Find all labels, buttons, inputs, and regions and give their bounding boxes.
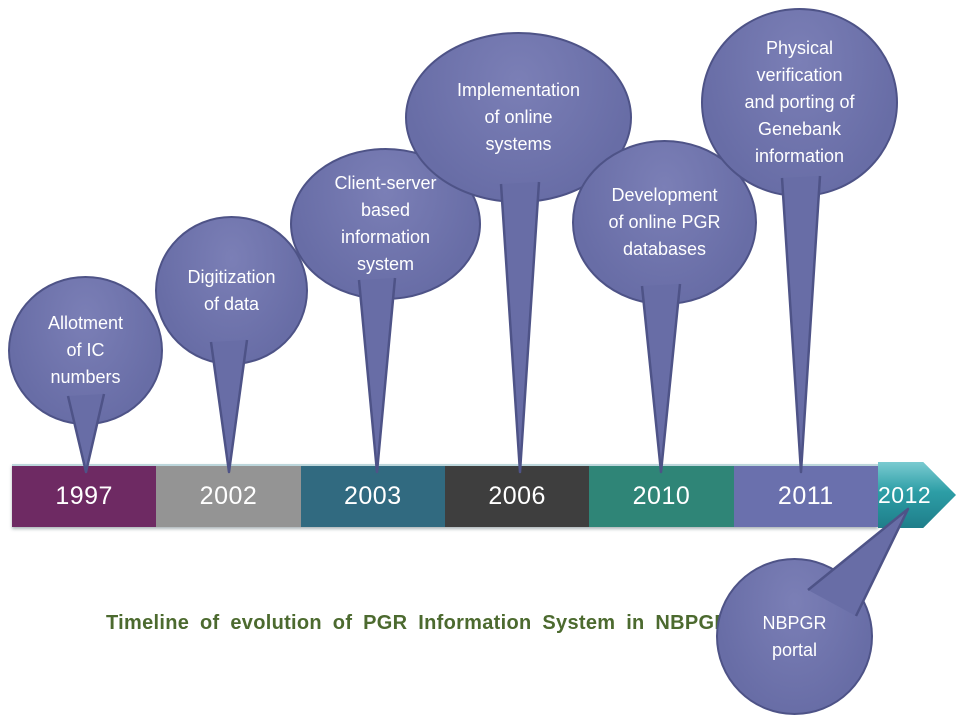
year-label: 2011 (777, 482, 834, 510)
bubble-label: Digitization of data (187, 266, 276, 314)
diagram-caption: Timeline of evolution of PGR Information… (106, 612, 730, 634)
bubble-label: NBPGR portal (762, 612, 827, 660)
bubble-development-pgr-databases: Development of online PGR databases (572, 140, 757, 305)
year-label: 2010 (632, 482, 691, 510)
bubble-allotment-ic-numbers: Allotment of IC numbers (8, 276, 163, 425)
timeline-segment-2002: 2002 (156, 466, 301, 527)
bubble-nbpgr-portal: NBPGR portal (716, 558, 873, 715)
bubble-digitization-of-data: Digitization of data (155, 216, 308, 365)
timeline-bar: 1997 2002 2003 2006 2010 2011 (12, 464, 878, 527)
year-label: 2012 (878, 481, 932, 508)
timeline-segment-2011: 2011 (733, 466, 878, 527)
year-label: 2003 (344, 482, 402, 510)
tail-client-server-system (357, 277, 397, 474)
timeline-segment-2010: 2010 (589, 466, 734, 527)
year-label: 2006 (488, 482, 546, 510)
bubble-label: Physical verification and porting of Gen… (744, 38, 855, 166)
tail-development-pgr-databases (640, 283, 682, 474)
year-label: 2002 (199, 482, 258, 510)
timeline-segment-2006: 2006 (444, 466, 590, 527)
bubble-label: Implementation of online systems (456, 80, 581, 154)
bubble-label: Allotment of IC numbers (47, 313, 124, 387)
timeline-segment-1997: 1997 (12, 466, 157, 527)
bubble-physical-verification: Physical verification and porting of Gen… (701, 8, 898, 197)
tail-physical-verification (780, 175, 822, 474)
tail-implementation-online (499, 181, 541, 474)
bubble-label: Development of online PGR databases (608, 185, 721, 259)
bubble-label: Client-server based information system (334, 173, 437, 274)
year-label: 1997 (55, 482, 113, 510)
timeline-segment-2003: 2003 (300, 466, 445, 527)
timeline-arrow-segment-2012: 2012 (878, 462, 956, 528)
